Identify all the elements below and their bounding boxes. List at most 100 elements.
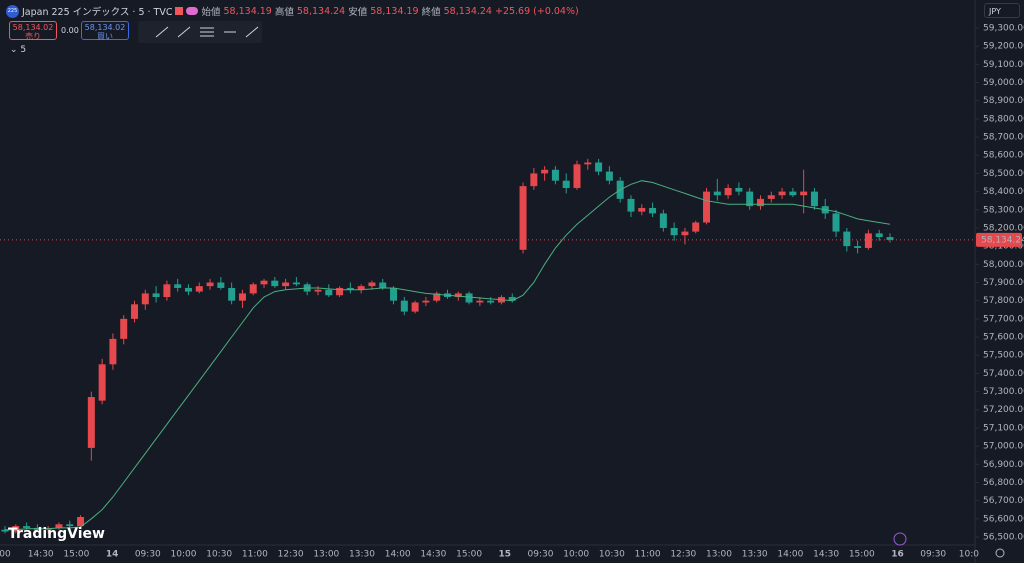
flag[interactable] [175, 7, 184, 15]
tool-icon[interactable] [245, 26, 259, 38]
ohlc-value: 58,134.19 [370, 5, 419, 17]
last-price-box [976, 232, 1022, 247]
candle-body [562, 180, 570, 188]
candle-body [778, 191, 786, 196]
candle-body [228, 287, 236, 301]
candle-body [260, 280, 268, 285]
ohlc-key: 安値 [348, 7, 368, 18]
header: 225 Japan 225 インデックス · 5 · TVC 始値 58,134.… [6, 4, 579, 18]
sell-button[interactable]: 58,134.02 売り [9, 21, 57, 41]
candle-body [638, 207, 646, 212]
candle-body [864, 233, 872, 248]
y-tick-label: 58,400.00 [983, 187, 1024, 197]
x-tick-label: 10:00 [563, 550, 589, 560]
x-tick-label: 10:30 [206, 550, 232, 560]
settings-icon[interactable] [995, 548, 1005, 558]
x-tick-label: 11:00 [635, 550, 661, 560]
candle-body [692, 222, 700, 232]
change: +25.69 (+0.04%) [494, 5, 579, 17]
y-tick-label: 58,800.00 [983, 114, 1024, 124]
y-tick-label: 59,100.00 [983, 60, 1024, 70]
ohlc-value: 58,134.24 [296, 5, 346, 17]
candle-body [681, 231, 689, 236]
ohlc-key: 終値 [421, 7, 441, 18]
tool-icon[interactable] [177, 26, 191, 38]
x-tick-label: 12:30 [278, 550, 304, 560]
x-tick-label: 14:00 [777, 550, 803, 560]
y-tick-label: 56,700.00 [983, 496, 1024, 506]
x-tick-label: 10:00 [171, 550, 197, 560]
x-tick-label: 15:00 [456, 550, 482, 560]
y-tick-label: 59,200.00 [983, 42, 1024, 52]
y-tick-label: 59,000.00 [983, 78, 1024, 88]
market-status[interactable] [186, 7, 199, 15]
x-tick-label: 12:30 [670, 550, 696, 560]
x-tick-label: 15:00 [63, 550, 89, 560]
candle-body [390, 287, 398, 301]
y-tick-label: 57,100.00 [983, 423, 1024, 433]
indicator-period: 5 [20, 45, 27, 55]
y-tick-label: 58,600.00 [983, 151, 1024, 161]
candle-body [55, 524, 63, 528]
y-tick-label: 57,600.00 [983, 333, 1024, 343]
y-tick-label: 56,600.00 [983, 514, 1024, 524]
currency[interactable]: JPY [984, 3, 1020, 18]
candle-body [487, 300, 495, 303]
x-tick-label: 10:0 [959, 550, 979, 560]
candle-body [573, 164, 581, 188]
y-tick-label: 58,700.00 [983, 133, 1024, 143]
candle-body [357, 286, 365, 290]
y-tick-label: 57,700.00 [983, 314, 1024, 324]
x-tick-label: 13:30 [349, 550, 375, 560]
alert-icon[interactable] [893, 532, 907, 546]
candle-body [810, 191, 818, 207]
candle-body [184, 287, 192, 292]
candle-body [77, 517, 85, 527]
x-tick-label: 14:30 [813, 550, 839, 560]
ohlc-key: 高値 [274, 7, 294, 18]
toolbar-icons [155, 26, 259, 38]
candle-body [379, 282, 387, 288]
indicator[interactable]: ⌄ 5 [10, 45, 27, 55]
ohlc-value: 58,134.19 [223, 5, 272, 17]
candle-body [703, 191, 711, 223]
x-tick-label: 13:30 [742, 550, 768, 560]
x-tick-label: 14 [106, 550, 119, 560]
candle-body [271, 280, 279, 287]
candle-body [282, 282, 290, 287]
candle-body [886, 237, 894, 240]
moving-average [5, 180, 891, 531]
candle-body [551, 169, 559, 181]
x-tick-label: 10:30 [599, 550, 625, 560]
candle-body [454, 293, 462, 298]
candle-body [238, 293, 246, 301]
candle-body [120, 318, 128, 339]
candle-body [336, 287, 344, 296]
candle-body [411, 302, 419, 312]
candle-body [346, 287, 354, 290]
y-tick-label: 57,800.00 [983, 296, 1024, 306]
candle-body [422, 300, 430, 303]
candle-body [735, 187, 743, 192]
candle-body [174, 284, 182, 288]
drawing-toolbar[interactable] [138, 21, 262, 43]
symbol[interactable]: Japan 225 インデックス · 5 · TVC [22, 7, 173, 18]
x-tick-label: 13:00 [313, 550, 339, 560]
tool-icon[interactable] [155, 26, 169, 38]
y-tick-label: 57,200.00 [983, 405, 1024, 415]
candle-body [746, 191, 754, 207]
x-tick-label: 11:00 [242, 550, 268, 560]
candle-body [1, 529, 9, 532]
candle-body [605, 171, 613, 181]
y-tick-label: 56,800.00 [983, 478, 1024, 488]
candle-body [854, 246, 862, 248]
buy-button[interactable]: 58,134.02 買い [81, 21, 129, 41]
x-tick-label: 09:30 [135, 550, 161, 560]
candle-body [217, 282, 225, 288]
symbol-badge: 225 [6, 4, 19, 18]
candle-body [152, 293, 160, 298]
y-tick-label: 57,500.00 [983, 351, 1024, 361]
candle-body [325, 289, 333, 296]
x-tick-label: 13:00 [706, 550, 732, 560]
buy-price: 58,134.02 [84, 23, 126, 32]
